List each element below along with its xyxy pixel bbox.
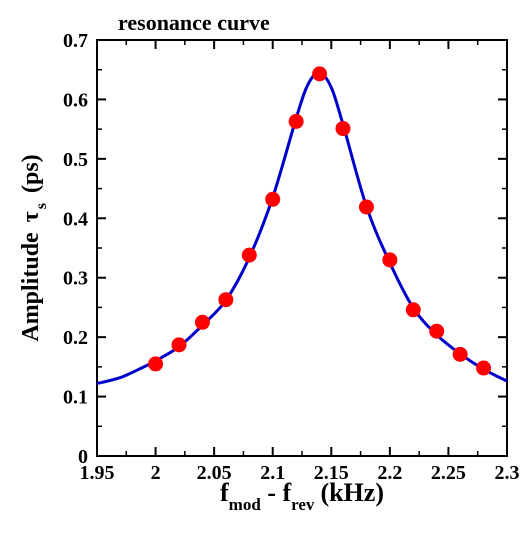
data-point xyxy=(194,314,210,330)
data-point xyxy=(358,199,374,215)
data-point xyxy=(171,337,187,353)
y-tick-label: 0.3 xyxy=(63,268,88,290)
y-tick-label: 0.2 xyxy=(63,327,88,349)
x-tick-label: 2.2 xyxy=(377,462,402,484)
y-tick-label: 0 xyxy=(78,446,88,468)
y-tick-labels: 0 0.1 0.2 0.3 0.4 0.5 0.6 0.7 xyxy=(63,30,88,468)
data-point xyxy=(241,247,257,263)
data-point xyxy=(335,121,351,137)
x-tick-label: 2 xyxy=(151,462,161,484)
y-tick-label: 0.5 xyxy=(63,149,88,171)
data-point xyxy=(382,252,398,268)
y-tick-label: 0.7 xyxy=(63,30,88,52)
x-tick-label: 2.25 xyxy=(431,462,466,484)
data-point xyxy=(429,323,445,339)
x-tick-label: 2.3 xyxy=(495,462,520,484)
y-axis-label: Amplitudeτs(ps) xyxy=(18,154,50,341)
x-tick-labels: 1.95 2 2.05 2.1 2.15 2.2 2.25 2.3 xyxy=(80,462,520,484)
data-point xyxy=(265,191,281,207)
data-point xyxy=(476,360,492,376)
x-tick-label: 2.1 xyxy=(260,462,285,484)
y-tick-label: 0.1 xyxy=(63,387,88,409)
x-tick-label: 2.15 xyxy=(314,462,349,484)
y-tick-label: 0.6 xyxy=(63,89,88,111)
data-point xyxy=(405,302,421,318)
data-point xyxy=(288,113,304,129)
data-point xyxy=(312,66,328,82)
x-tick-label: 1.95 xyxy=(80,462,115,484)
data-point xyxy=(148,356,164,372)
data-point xyxy=(452,346,468,362)
data-points xyxy=(148,66,492,376)
data-point xyxy=(218,292,234,308)
x-axis-label: fmod - frev (kHz) xyxy=(220,478,384,514)
x-tick-label: 2.05 xyxy=(197,462,232,484)
fit-curve xyxy=(96,71,508,385)
y-tick-label: 0.4 xyxy=(63,208,88,230)
axis-ticks xyxy=(96,39,508,457)
chart-title: resonance curve xyxy=(118,10,270,35)
